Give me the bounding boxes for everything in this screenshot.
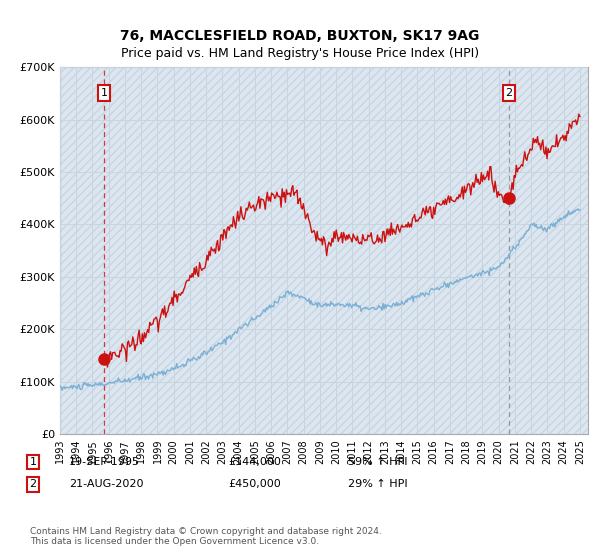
Text: 1: 1	[101, 88, 107, 98]
Text: 19-SEP-1995: 19-SEP-1995	[69, 457, 140, 467]
Text: 2: 2	[29, 479, 37, 489]
Text: 21-AUG-2020: 21-AUG-2020	[69, 479, 143, 489]
Text: 59% ↑ HPI: 59% ↑ HPI	[348, 457, 407, 467]
Text: 1: 1	[29, 457, 37, 467]
Text: Price paid vs. HM Land Registry's House Price Index (HPI): Price paid vs. HM Land Registry's House …	[121, 46, 479, 60]
Text: 29% ↑ HPI: 29% ↑ HPI	[348, 479, 407, 489]
Text: 2: 2	[505, 88, 512, 98]
Text: Contains HM Land Registry data © Crown copyright and database right 2024.
This d: Contains HM Land Registry data © Crown c…	[30, 526, 382, 546]
Text: £450,000: £450,000	[228, 479, 281, 489]
Text: 76, MACCLESFIELD ROAD, BUXTON, SK17 9AG: 76, MACCLESFIELD ROAD, BUXTON, SK17 9AG	[121, 29, 479, 44]
Text: £144,000: £144,000	[228, 457, 281, 467]
